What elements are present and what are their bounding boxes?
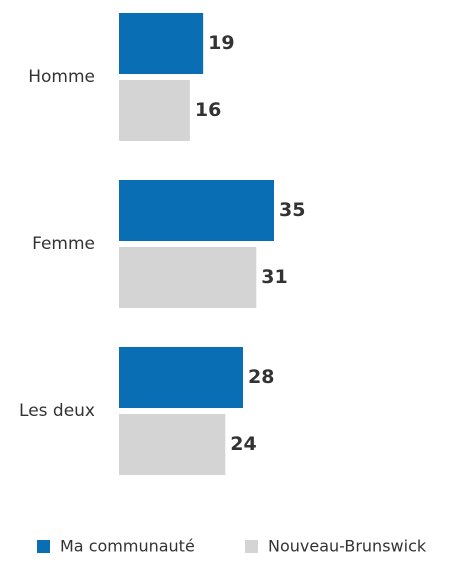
value-label: 24 <box>230 433 256 455</box>
value-label: 16 <box>195 99 221 121</box>
bar <box>119 347 243 408</box>
bar <box>119 247 257 308</box>
bar <box>119 80 190 141</box>
bar <box>119 13 204 74</box>
value-label: 28 <box>248 366 274 388</box>
legend-swatch <box>245 540 258 553</box>
legend-label: Nouveau-Brunswick <box>268 537 427 556</box>
bar <box>119 180 274 241</box>
value-label: 19 <box>208 32 234 54</box>
value-label: 35 <box>279 199 305 221</box>
category-label: Les deux <box>19 401 95 421</box>
legend-label: Ma communauté <box>60 537 195 556</box>
bar <box>119 414 226 475</box>
category-label: Homme <box>28 67 95 87</box>
category-label: Femme <box>32 234 95 254</box>
value-label: 31 <box>261 266 287 288</box>
legend-swatch <box>37 540 50 553</box>
